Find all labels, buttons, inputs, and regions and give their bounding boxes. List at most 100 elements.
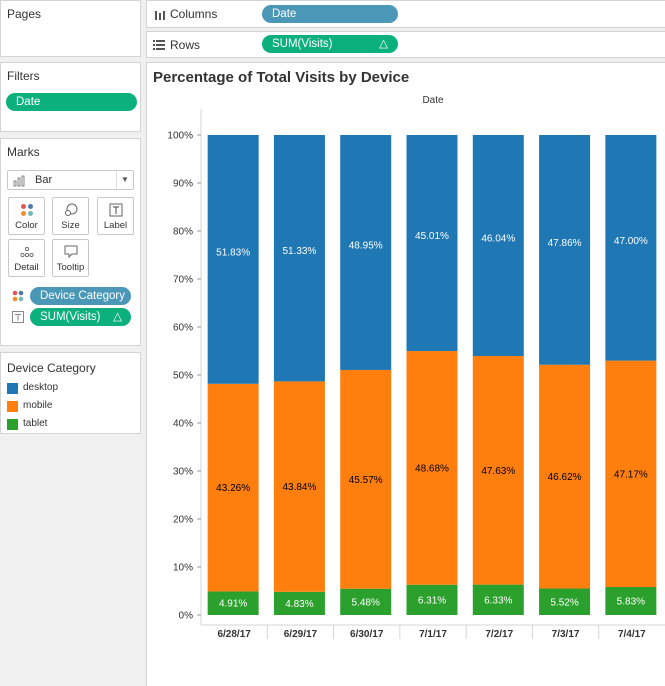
data-label-tablet: 5.48% — [352, 597, 380, 608]
legend-panel: Device Category desktop mobile tablet — [0, 352, 141, 434]
data-label-tablet: 5.52% — [550, 597, 578, 608]
rows-icon — [153, 40, 165, 50]
marks-panel: Marks Bar ▼ Color Size Label — [0, 138, 141, 346]
color-button[interactable]: Color — [8, 197, 45, 235]
label-button[interactable]: Label — [97, 197, 134, 235]
data-label-desktop: 46.04% — [481, 233, 515, 244]
mark-type-dropdown[interactable]: Bar ▼ — [7, 170, 134, 190]
columns-shelf: Columns Date — [146, 0, 665, 28]
legend-swatch-desktop[interactable] — [7, 383, 18, 394]
y-tick-label: 90% — [173, 179, 193, 190]
y-tick-label: 30% — [173, 467, 193, 478]
y-tick-label: 50% — [173, 371, 193, 382]
rows-pill-sum-visits[interactable]: SUM(Visits) △ — [262, 35, 398, 53]
mark-type-label: Bar — [35, 174, 53, 186]
bar-mobile — [539, 364, 591, 589]
size-icon — [64, 203, 77, 216]
filter-pill-date[interactable]: Date — [6, 93, 137, 111]
sum-visits-label-pill[interactable]: SUM(Visits) △ — [30, 308, 131, 326]
columns-label: Columns — [170, 7, 218, 21]
bar-desktop — [605, 135, 657, 361]
bar-tablet — [207, 591, 259, 615]
column-header: Date — [422, 95, 444, 106]
columns-icon — [155, 11, 165, 20]
filters-panel: Filters Date — [0, 62, 141, 132]
color-dots-icon — [20, 204, 33, 216]
marks-title: Marks — [7, 145, 40, 159]
bar-tablet — [340, 588, 392, 615]
table-calc-delta-icon: △ — [113, 311, 122, 323]
legend-label-desktop[interactable]: desktop — [23, 382, 59, 393]
x-tick-label: 7/2/17 — [485, 629, 513, 640]
view-panel: Percentage of Total Visits by Device Dat… — [146, 62, 665, 686]
bar-mobile — [207, 383, 259, 592]
bar-desktop — [539, 135, 591, 365]
bar-tablet — [406, 584, 458, 615]
data-label-mobile: 43.26% — [216, 483, 250, 494]
y-tick-label: 60% — [173, 323, 193, 334]
data-label-tablet: 6.33% — [484, 595, 512, 606]
legend-label-tablet[interactable]: tablet — [23, 418, 48, 429]
x-tick-label: 7/1/17 — [419, 629, 447, 640]
detail-dots-icon — [19, 246, 34, 258]
x-tick-label: 6/30/17 — [350, 629, 384, 640]
text-icon — [109, 203, 122, 217]
y-tick-label: 0% — [179, 611, 194, 622]
data-label-desktop: 47.86% — [548, 238, 582, 249]
legend-label-mobile[interactable]: mobile — [23, 400, 53, 411]
chevron-down-icon: ▼ — [116, 171, 133, 189]
data-label-mobile: 43.84% — [282, 482, 316, 493]
bar-desktop — [207, 135, 259, 384]
detail-button[interactable]: Detail — [8, 239, 45, 277]
bar-desktop — [340, 135, 392, 370]
rows-pill-label: SUM(Visits) — [272, 38, 333, 50]
y-tick-label: 70% — [173, 275, 193, 286]
data-label-tablet: 4.83% — [285, 599, 313, 610]
data-label-desktop: 45.01% — [415, 231, 449, 242]
view-title: Percentage of Total Visits by Device — [153, 69, 410, 86]
data-label-mobile: 45.57% — [349, 475, 383, 486]
size-button[interactable]: Size — [52, 197, 89, 235]
tooltip-button-label: Tooltip — [56, 262, 85, 273]
x-tick-label: 6/29/17 — [284, 629, 318, 640]
data-label-mobile: 46.62% — [548, 472, 582, 483]
stacked-bar-chart: Date 0% 10% 20% 30% 40% 50% 60% 70% 80% 90% 100% 4.9… — [167, 95, 665, 640]
bar-mobile — [605, 360, 657, 588]
bar-desktop — [273, 135, 325, 382]
data-label-desktop: 51.33% — [282, 246, 316, 257]
sum-visits-pill-label: SUM(Visits) — [40, 311, 101, 323]
legend-title: Device Category — [7, 361, 96, 375]
y-tick-label: 10% — [173, 563, 193, 574]
tooltip-button[interactable]: Tooltip — [52, 239, 89, 277]
y-tick-label: 20% — [173, 515, 193, 526]
bar-tablet — [605, 587, 657, 615]
data-label-desktop: 48.95% — [349, 240, 383, 251]
pages-title: Pages — [7, 7, 42, 21]
tooltip-bubble-icon — [64, 245, 77, 259]
filters-title: Filters — [7, 69, 40, 83]
data-label-mobile: 47.17% — [614, 469, 648, 480]
x-tick-label: 7/4/17 — [618, 629, 646, 640]
bar-mobile — [472, 355, 524, 585]
bar-tablet — [273, 591, 325, 615]
size-button-label: Size — [61, 220, 80, 231]
bar-desktop — [406, 135, 458, 352]
pages-panel: Pages — [0, 0, 141, 57]
y-tick-label: 80% — [173, 227, 193, 238]
data-label-tablet: 4.91% — [219, 599, 247, 610]
data-label-desktop: 47.00% — [614, 236, 648, 247]
bar-tablet — [539, 588, 591, 615]
x-tick-label: 7/3/17 — [552, 629, 580, 640]
device-category-pill[interactable]: Device Category — [30, 287, 131, 305]
label-button-label: Label — [103, 220, 128, 231]
legend-swatch-tablet[interactable] — [7, 419, 18, 430]
y-tick-label: 100% — [167, 131, 193, 142]
rows-shelf: Rows SUM(Visits) △ — [146, 31, 665, 58]
bar-mobile — [273, 381, 325, 592]
detail-button-label: Detail — [14, 262, 39, 273]
legend-swatch-mobile[interactable] — [7, 401, 18, 412]
bar-tablet — [472, 584, 524, 615]
columns-pill-date[interactable]: Date — [262, 5, 398, 23]
bar-mobile — [340, 369, 392, 589]
y-tick-label: 40% — [173, 419, 193, 430]
